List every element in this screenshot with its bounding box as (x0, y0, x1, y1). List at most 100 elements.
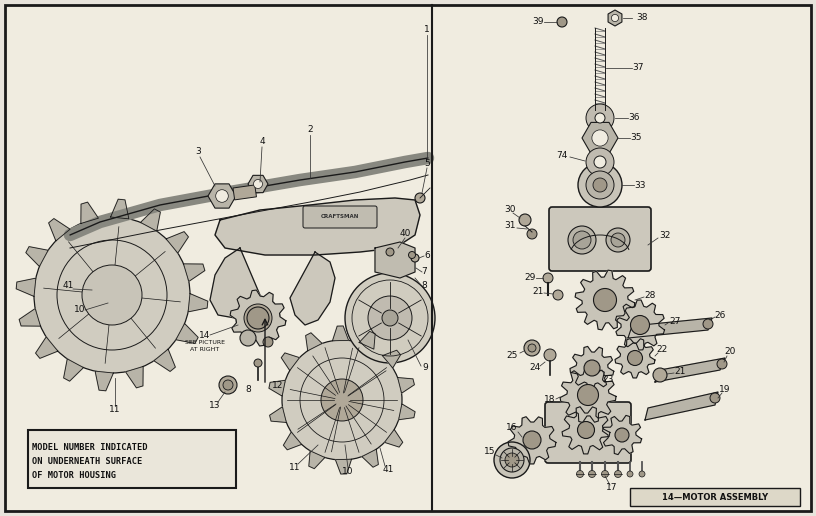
Polygon shape (269, 407, 286, 423)
Polygon shape (615, 300, 664, 350)
FancyBboxPatch shape (303, 206, 377, 228)
Circle shape (519, 214, 531, 226)
Polygon shape (399, 404, 415, 420)
Circle shape (586, 104, 614, 132)
Circle shape (544, 349, 556, 361)
Circle shape (578, 163, 622, 207)
Polygon shape (615, 338, 655, 378)
Circle shape (557, 17, 567, 27)
Circle shape (703, 319, 713, 329)
Circle shape (524, 340, 540, 356)
Circle shape (505, 453, 519, 467)
Text: 36: 36 (628, 114, 640, 122)
Polygon shape (332, 326, 348, 341)
Circle shape (34, 217, 190, 373)
FancyBboxPatch shape (545, 402, 631, 463)
Polygon shape (306, 333, 322, 351)
Text: 39: 39 (532, 18, 543, 26)
Circle shape (592, 130, 608, 146)
Polygon shape (290, 252, 335, 325)
Polygon shape (19, 309, 41, 326)
Circle shape (247, 307, 269, 329)
FancyBboxPatch shape (549, 207, 651, 271)
Polygon shape (176, 324, 198, 343)
Text: 13: 13 (209, 400, 221, 410)
Polygon shape (362, 449, 379, 467)
Circle shape (573, 231, 591, 249)
Text: 12: 12 (273, 380, 284, 390)
Circle shape (615, 428, 629, 442)
Polygon shape (397, 378, 415, 393)
Text: 21: 21 (532, 287, 543, 297)
Circle shape (614, 471, 622, 477)
Circle shape (578, 384, 598, 406)
Polygon shape (375, 242, 415, 278)
Polygon shape (154, 349, 175, 372)
Circle shape (553, 290, 563, 300)
Text: 2: 2 (307, 125, 313, 135)
Circle shape (595, 113, 605, 123)
Text: ON UNDERNEATH SURFACE: ON UNDERNEATH SURFACE (32, 457, 142, 465)
Circle shape (611, 233, 625, 247)
Polygon shape (188, 294, 208, 312)
Polygon shape (602, 415, 641, 455)
Circle shape (588, 471, 596, 477)
Text: 14: 14 (199, 331, 211, 340)
Circle shape (593, 288, 617, 312)
Text: 24: 24 (530, 363, 541, 373)
Polygon shape (263, 311, 274, 325)
Polygon shape (140, 209, 161, 231)
Circle shape (627, 471, 633, 477)
Text: 9: 9 (422, 363, 428, 373)
Polygon shape (628, 318, 712, 338)
Text: 41: 41 (62, 281, 73, 289)
Circle shape (386, 248, 394, 256)
Text: 25: 25 (506, 350, 517, 360)
Circle shape (236, 296, 280, 340)
Circle shape (594, 156, 606, 168)
Polygon shape (384, 429, 403, 447)
Text: 32: 32 (659, 231, 671, 239)
Circle shape (223, 380, 233, 390)
Circle shape (543, 273, 553, 283)
Polygon shape (335, 459, 352, 474)
Text: 11: 11 (109, 406, 121, 414)
Polygon shape (16, 278, 36, 296)
Polygon shape (575, 270, 635, 330)
Text: 10: 10 (342, 467, 354, 476)
Text: 5: 5 (424, 158, 430, 168)
Text: AT RIGHT: AT RIGHT (190, 347, 220, 352)
Text: 14—MOTOR ASSEMBLY: 14—MOTOR ASSEMBLY (662, 492, 768, 502)
Text: 29: 29 (525, 273, 535, 282)
Polygon shape (359, 331, 375, 349)
Text: 4: 4 (259, 137, 265, 147)
Polygon shape (655, 358, 725, 382)
Circle shape (593, 178, 607, 192)
Polygon shape (508, 417, 556, 464)
Text: 20: 20 (725, 347, 736, 357)
Polygon shape (215, 198, 420, 255)
Circle shape (254, 180, 263, 188)
Text: MODEL NUMBER INDICATED: MODEL NUMBER INDICATED (32, 443, 148, 452)
Polygon shape (126, 366, 143, 388)
Circle shape (415, 193, 425, 203)
Circle shape (601, 471, 609, 477)
Bar (233, 185, 256, 200)
Circle shape (576, 471, 583, 477)
Circle shape (219, 376, 237, 394)
Text: 28: 28 (645, 291, 656, 299)
Polygon shape (283, 432, 302, 450)
Polygon shape (570, 346, 614, 390)
Circle shape (527, 229, 537, 239)
Circle shape (631, 315, 650, 334)
Circle shape (251, 311, 265, 325)
Text: 35: 35 (630, 134, 641, 142)
Circle shape (628, 350, 642, 365)
Polygon shape (184, 264, 205, 281)
Polygon shape (242, 311, 253, 325)
Polygon shape (111, 199, 129, 219)
Circle shape (606, 228, 630, 252)
Polygon shape (49, 219, 70, 241)
Polygon shape (26, 247, 48, 266)
Text: 16: 16 (506, 424, 517, 432)
